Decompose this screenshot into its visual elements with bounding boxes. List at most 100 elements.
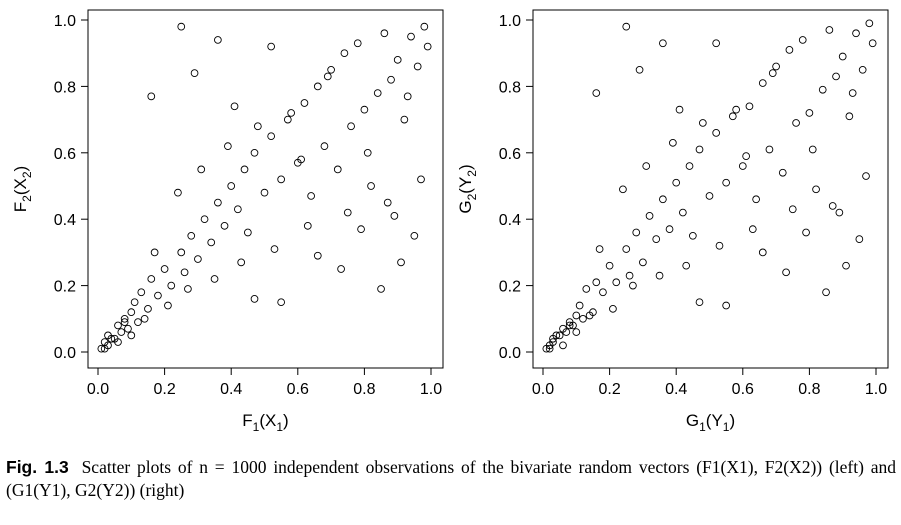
scatter-point [117, 328, 126, 336]
scatter-point [679, 208, 687, 217]
scatter-point [130, 298, 139, 307]
scatter-point [300, 99, 309, 107]
scatter-point [277, 175, 286, 184]
scatter-point [197, 165, 206, 174]
scatter-point [184, 285, 192, 293]
scatter-point [283, 115, 292, 124]
scatter-point [417, 175, 425, 184]
scatter-point [772, 62, 780, 71]
scatter-point [865, 19, 874, 28]
scatter-point [845, 112, 854, 121]
scatter-point [167, 281, 176, 290]
scatter-point [855, 235, 864, 243]
scatter-point [818, 85, 827, 94]
scatter-point [224, 142, 232, 151]
scatter-point [742, 152, 750, 160]
scatter-point [722, 178, 731, 187]
scatter-point [194, 255, 202, 263]
scatter-point [343, 208, 352, 217]
scatter-point [582, 285, 591, 293]
scatter-point [357, 225, 365, 234]
scatter-point [144, 304, 152, 313]
x-tick-label: 0.4 [220, 381, 242, 398]
scatter-point [390, 212, 399, 220]
scatter-point [585, 311, 594, 320]
plot-frame [532, 9, 889, 369]
scatter-point [635, 65, 644, 74]
scatter-point [642, 162, 651, 170]
scatter-point [592, 278, 601, 287]
scatter-point [237, 258, 246, 267]
scatter-point [782, 268, 790, 277]
scatter-point [562, 328, 571, 336]
scatter-point [124, 324, 132, 333]
scatter-point [728, 112, 737, 121]
scatter-point [150, 248, 159, 257]
scatter-point [758, 248, 767, 257]
scatter-point [353, 39, 362, 48]
scatter-point [250, 148, 259, 157]
scatter-point [685, 162, 694, 170]
scatter-point [672, 178, 681, 187]
scatter-point [174, 188, 182, 197]
scatter-point [363, 148, 372, 157]
scatter-point [397, 258, 405, 267]
scatter-point [549, 338, 557, 346]
scatter-point [127, 308, 136, 317]
scatter-point [669, 138, 677, 147]
scatter-point [244, 228, 252, 237]
scatter-point [303, 221, 312, 230]
x-axis-label: G1(Y1) [686, 411, 735, 434]
scatter-point [137, 288, 146, 297]
scatter-point [297, 155, 305, 164]
scatter-point [868, 39, 877, 48]
caption-label: Fig. 1.3 [6, 457, 69, 477]
scatter-point [423, 42, 432, 51]
scatter-point [852, 29, 860, 38]
scatter-point [214, 36, 222, 44]
scatter-point [227, 182, 236, 190]
y-tick-label: 0.2 [499, 279, 521, 296]
scatter-point [722, 301, 731, 310]
scatter-point [695, 298, 704, 307]
x-tick-label: 1.0 [865, 381, 887, 398]
scatter-point [134, 318, 142, 326]
scatter-point [403, 92, 412, 101]
scatter-point [659, 39, 667, 48]
scatter-point [307, 192, 315, 200]
scatter-point [367, 182, 375, 190]
scatter-point [393, 55, 402, 64]
x-tick-label: 1.0 [420, 381, 442, 398]
scatter-point [592, 89, 601, 97]
scatter-point [778, 168, 787, 177]
scatter-point [114, 321, 122, 330]
scatter-point [572, 311, 581, 320]
scatter-point [812, 185, 820, 194]
scatter-point [805, 109, 814, 117]
scatter-point [625, 271, 634, 280]
scatter-point [828, 202, 837, 210]
scatter-point [240, 165, 249, 174]
left-scatter-panel: 0.0 0.2 0.4 0.6 0.8 1.0 0.0 0.2 0.4 0.6 0.8 1.0 F1(X… [11, 9, 444, 434]
scatter-point [337, 265, 345, 273]
y-tick-label: 0.6 [499, 146, 521, 163]
figure-canvas: 0.0 0.2 0.4 0.6 0.8 1.0 0.0 0.2 0.4 0.6 0.8 1.0 F1(X… [11, 9, 889, 434]
scatter-point [407, 32, 415, 41]
scatter-point [698, 119, 707, 127]
scatter-point [97, 344, 106, 353]
scatter-point [758, 79, 767, 87]
x-tick-label: 0.0 [532, 381, 554, 398]
scatter-point [413, 62, 422, 71]
scatter-point [609, 304, 617, 313]
scatter-point [313, 82, 322, 91]
y-tick-label: 0.0 [499, 345, 521, 362]
scatter-point [622, 245, 631, 253]
scatter-point [612, 278, 621, 287]
scatter-point [210, 275, 219, 283]
scatter-point [410, 231, 419, 240]
scatter-point [838, 52, 847, 61]
y-tick-label: 0.4 [54, 212, 76, 229]
scatter-point [287, 109, 295, 117]
scatter-point [605, 261, 614, 270]
scatter-point [825, 26, 834, 34]
